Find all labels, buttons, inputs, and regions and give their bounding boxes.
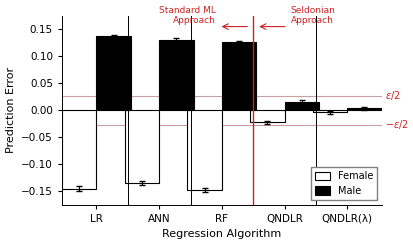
Text: $\epsilon$/2: $\epsilon$/2 xyxy=(384,89,399,102)
Bar xyxy=(249,110,284,122)
Bar xyxy=(62,110,96,189)
Bar xyxy=(221,42,256,110)
Bar xyxy=(187,110,221,190)
Text: Standard ML
Approach: Standard ML Approach xyxy=(158,6,215,25)
Bar xyxy=(159,39,193,110)
Y-axis label: Prediction Error: Prediction Error xyxy=(5,67,16,153)
Bar xyxy=(124,110,159,183)
Text: $-\epsilon$/2: $-\epsilon$/2 xyxy=(384,118,408,131)
Bar xyxy=(284,102,318,110)
Bar xyxy=(312,110,347,112)
Legend: Female, Male: Female, Male xyxy=(311,167,376,200)
X-axis label: Regression Algorithm: Regression Algorithm xyxy=(162,230,281,239)
Bar xyxy=(96,36,131,110)
Bar xyxy=(347,108,381,110)
Text: Seldonian
Approach: Seldonian Approach xyxy=(290,6,335,25)
